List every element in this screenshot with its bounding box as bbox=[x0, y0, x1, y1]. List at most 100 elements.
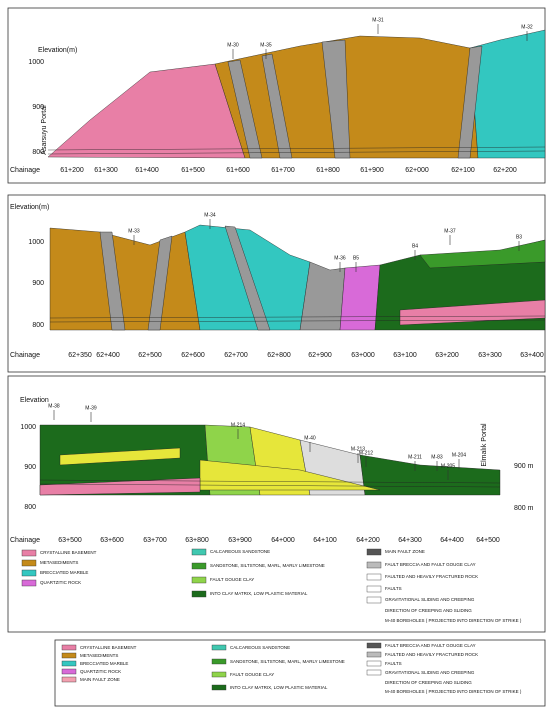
chainage: 63+700 bbox=[143, 537, 167, 544]
section-1-geology bbox=[47, 29, 546, 159]
chainage: 62+200 bbox=[493, 167, 517, 174]
elevation-tick: 900 bbox=[32, 280, 44, 287]
chainage: 63+200 bbox=[435, 352, 459, 359]
legend-item: FAULT GOUGE CLAY bbox=[210, 577, 254, 582]
chainage: 63+100 bbox=[393, 352, 417, 359]
legend-swatches bbox=[21, 548, 382, 691]
borehole-label: M-34 bbox=[204, 212, 216, 218]
legend-item: FAULTED AND HEAVILY FRACTURED ROCK bbox=[385, 652, 478, 657]
borehole-label: M-36 bbox=[334, 255, 346, 261]
legend-item: MAIN FAULT ZONE bbox=[80, 677, 120, 682]
legend-item: M-40 BOREHOLES ( PROJECTED INTO DIRECTIO… bbox=[385, 689, 522, 694]
chainage: 64+300 bbox=[398, 537, 422, 544]
chainage: 62+800 bbox=[267, 352, 291, 359]
elevation-tick: 800 bbox=[24, 504, 36, 511]
borehole-label: M-35 bbox=[260, 42, 272, 48]
chainage: 63+000 bbox=[351, 352, 375, 359]
borehole-label: M-38 bbox=[48, 403, 60, 409]
chainage-label: Chainage bbox=[10, 537, 40, 544]
chainage: 61+800 bbox=[316, 167, 340, 174]
chainage: 63+300 bbox=[478, 352, 502, 359]
elevation-tick: 1000 bbox=[20, 424, 36, 431]
legend-item: CRYSTALLINE BASEMENT bbox=[40, 550, 97, 555]
chainage: 62+100 bbox=[451, 167, 475, 174]
chainage: 63+600 bbox=[100, 537, 124, 544]
borehole-label: B4 bbox=[412, 243, 418, 249]
borehole-label: B5 bbox=[353, 255, 359, 261]
borehole-label: M-211 bbox=[408, 454, 422, 460]
elevation-tick: 1000 bbox=[28, 239, 44, 246]
legend-item: QUARTZITIC ROCK bbox=[40, 580, 81, 585]
legend-item: SANDSTONE, SILTSTONE, MARL, MARLY LIMEST… bbox=[210, 563, 325, 568]
borehole-label: M-37 bbox=[444, 228, 456, 234]
legend-item: QUARTZITIC ROCK bbox=[80, 669, 121, 674]
chainage: 62+500 bbox=[138, 352, 162, 359]
borehole-label: M-32 bbox=[521, 24, 533, 30]
borehole-label: B3 bbox=[516, 234, 522, 240]
borehole-label: M-83 bbox=[431, 454, 443, 460]
elevation-tick: 900 bbox=[24, 464, 36, 471]
chainage: 61+700 bbox=[271, 167, 295, 174]
chainage: 62+400 bbox=[96, 352, 120, 359]
borehole-label: M-30 bbox=[227, 42, 239, 48]
legend-item: INTO CLAY MATRIX, LOW PLASTIC MATERIAL bbox=[210, 591, 308, 596]
chainage: 61+400 bbox=[135, 167, 159, 174]
legend-item: CALCAREOUS SANDSTONE bbox=[210, 549, 270, 554]
legend-item: GRAVITATIONAL SLIDING AND CREEPING bbox=[385, 670, 475, 675]
chainage: 63+500 bbox=[58, 537, 82, 544]
chainage: 61+500 bbox=[181, 167, 205, 174]
legend-item: BRECCIATED MARBLE bbox=[40, 570, 88, 575]
legend-item: FAULTED AND HEAVILY FRACTURED ROCK bbox=[385, 574, 478, 579]
section-3-geology bbox=[39, 424, 501, 496]
borehole-label: M-213 bbox=[351, 446, 365, 452]
chainage: 62+700 bbox=[224, 352, 248, 359]
elevation-tick: 1000 bbox=[28, 59, 44, 66]
elevation-label: Elevation(m) bbox=[38, 47, 77, 54]
borehole-label: M-205 bbox=[441, 463, 455, 469]
frames bbox=[7, 7, 546, 707]
chainage: 63+900 bbox=[228, 537, 252, 544]
legend-item: FAULT BRECCIA AND FAULT GOUGE CLAY bbox=[385, 562, 476, 567]
chainage: 61+900 bbox=[360, 167, 384, 174]
borehole-label: M-214 bbox=[231, 422, 245, 428]
elevation-tick: 800 bbox=[32, 322, 44, 329]
portal-label: Asarsuyu Portal bbox=[41, 105, 48, 155]
borehole-label: M-39 bbox=[85, 405, 97, 411]
chainage: 62+600 bbox=[181, 352, 205, 359]
chainage: 64+400 bbox=[440, 537, 464, 544]
legend-item: GRAVITATIONAL SLIDING AND CREEPING bbox=[385, 597, 475, 602]
elevation-tick: 900 bbox=[32, 104, 44, 111]
legend-item: SANDSTONE, SILTSTONE, MARL, MARLY LIMEST… bbox=[230, 659, 345, 664]
chainage: 63+400 bbox=[520, 352, 544, 359]
chainage: 62+900 bbox=[308, 352, 332, 359]
chainage: 64+100 bbox=[313, 537, 337, 544]
section-2-geology bbox=[49, 224, 546, 331]
borehole-label: M-212 bbox=[359, 450, 373, 456]
borehole-label: M-204 bbox=[452, 452, 466, 458]
legend-item: DIRECTION OF CREEPING AND SLIDING bbox=[385, 680, 472, 685]
legend-item: CRYSTALLINE BASEMENT bbox=[80, 645, 137, 650]
legend-item: METASEDIMENTS bbox=[40, 560, 78, 565]
elevation-tick: 800 bbox=[32, 149, 44, 156]
borehole-label: M-40 bbox=[304, 435, 316, 441]
chainage-label: Chainage bbox=[10, 167, 40, 174]
chainage: 63+800 bbox=[185, 537, 209, 544]
legend-item: FAULT BRECCIA AND FAULT GOUGE CLAY bbox=[385, 643, 476, 648]
chainage: 61+600 bbox=[226, 167, 250, 174]
chainage: 62+350 bbox=[68, 352, 92, 359]
chainage-label: Chainage bbox=[10, 352, 40, 359]
chainage: 62+000 bbox=[405, 167, 429, 174]
legend-item: BRECCIATED MARBLE bbox=[80, 661, 128, 666]
chainage: 64+500 bbox=[476, 537, 500, 544]
legend-item: M-40 BOREHOLES ( PROJECTED INTO DIRECTIO… bbox=[385, 618, 522, 623]
legend-item: METASEDIMENTS bbox=[80, 653, 118, 658]
borehole-label: M-31 bbox=[372, 17, 384, 23]
chainage: 61+200 bbox=[60, 167, 84, 174]
legend-item: MAIN FAULT ZONE bbox=[385, 549, 425, 554]
legend-item: DIRECTION OF CREEPING AND SLIDING bbox=[385, 608, 472, 613]
elevation-label: Elevation bbox=[20, 397, 49, 404]
right-tick: 800 m bbox=[514, 505, 534, 512]
chainage: 64+200 bbox=[356, 537, 380, 544]
legend-item: FAULTS bbox=[385, 586, 402, 591]
